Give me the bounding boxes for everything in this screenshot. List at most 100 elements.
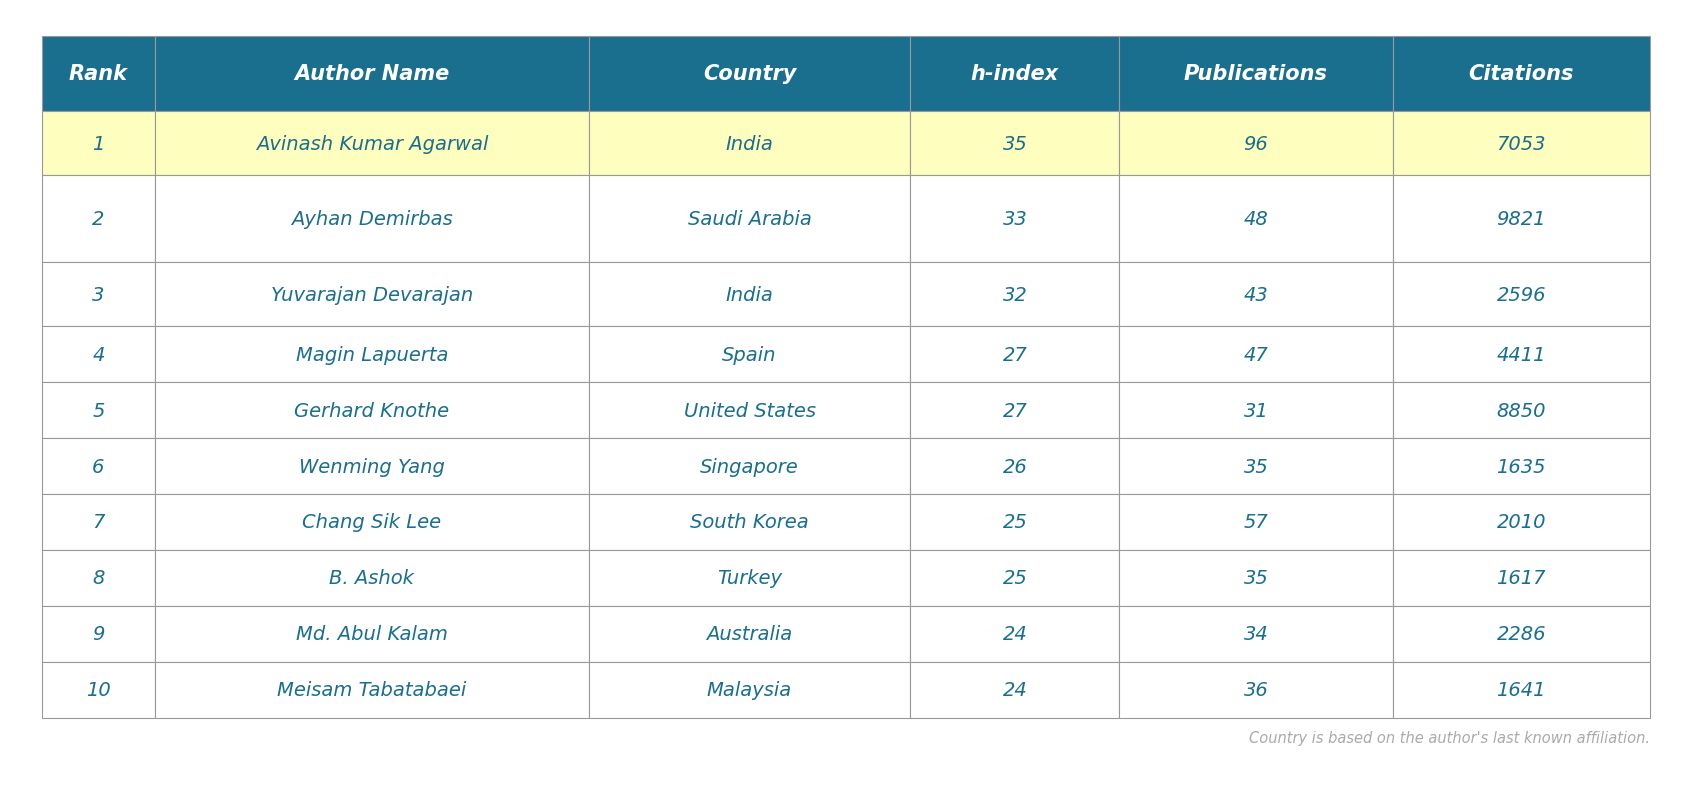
Text: 7: 7 [93,513,105,532]
Bar [42,606,155,662]
Bar [1393,263,1650,327]
Bar [1120,263,1393,327]
Bar [1120,662,1393,718]
Text: United States: United States [683,401,815,420]
Text: Avinash Kumar Agarwal: Avinash Kumar Agarwal [255,135,488,153]
Text: 6: 6 [93,457,105,476]
Text: Wenming Yang: Wenming Yang [299,457,445,476]
Text: Gerhard Knothe: Gerhard Knothe [294,401,449,420]
Text: 8: 8 [93,569,105,588]
Text: 24: 24 [1002,680,1027,699]
Text: 2: 2 [93,210,105,229]
Text: Yuvarajan Devarajan: Yuvarajan Devarajan [270,285,472,304]
Bar [1120,176,1393,263]
Text: Publications: Publications [1184,64,1328,84]
Bar [1120,383,1393,439]
Bar [1393,327,1650,383]
Bar [1120,112,1393,176]
Bar [42,550,155,606]
Bar [1393,112,1650,176]
Bar [1120,36,1393,112]
Text: 35: 35 [1002,135,1027,153]
Bar [911,112,1120,176]
Bar [911,383,1120,439]
Text: 34: 34 [1243,624,1269,643]
Bar [155,112,589,176]
Bar [911,550,1120,606]
Bar [155,383,589,439]
Text: Australia: Australia [707,624,793,643]
Text: B. Ashok: B. Ashok [329,569,415,588]
Bar [42,662,155,718]
Bar [911,176,1120,263]
Text: Citations: Citations [1469,64,1574,84]
Bar [155,439,589,495]
Bar [589,662,911,718]
Text: 26: 26 [1002,457,1027,476]
Text: 25: 25 [1002,513,1027,532]
Bar [911,263,1120,327]
Bar [1393,383,1650,439]
Text: 27: 27 [1002,345,1027,364]
Bar [155,176,589,263]
Text: Spain: Spain [722,345,776,364]
Bar [911,36,1120,112]
Bar [1120,550,1393,606]
Bar [589,383,911,439]
Bar [155,662,589,718]
Text: 1: 1 [93,135,105,153]
Text: Singapore: Singapore [700,457,800,476]
Text: 32: 32 [1002,285,1027,304]
Text: Turkey: Turkey [717,569,783,588]
Bar [1393,176,1650,263]
Text: 4411: 4411 [1496,345,1545,364]
Text: 10: 10 [86,680,111,699]
Bar [42,383,155,439]
Bar [589,112,911,176]
Text: Saudi Arabia: Saudi Arabia [688,210,811,229]
Text: India: India [725,135,774,153]
Text: 4: 4 [93,345,105,364]
Bar [589,495,911,550]
Text: India: India [725,285,774,304]
Text: 24: 24 [1002,624,1027,643]
Text: Magin Lapuerta: Magin Lapuerta [295,345,449,364]
Bar [1120,606,1393,662]
Bar [42,176,155,263]
Text: 8850: 8850 [1496,401,1545,420]
Bar [42,36,155,112]
Bar [589,439,911,495]
Text: 47: 47 [1243,345,1269,364]
Text: 27: 27 [1002,401,1027,420]
Text: 25: 25 [1002,569,1027,588]
Text: 1641: 1641 [1496,680,1545,699]
Text: 9821: 9821 [1496,210,1545,229]
Text: 33: 33 [1002,210,1027,229]
Text: Country is based on the author's last known affiliation.: Country is based on the author's last kn… [1248,730,1650,744]
Bar [589,606,911,662]
Bar [589,176,911,263]
Bar [42,112,155,176]
Bar [1393,550,1650,606]
Text: 57: 57 [1243,513,1269,532]
Text: 43: 43 [1243,285,1269,304]
Bar [1120,327,1393,383]
Bar [589,36,911,112]
Bar [911,495,1120,550]
Bar [1120,495,1393,550]
Bar [589,550,911,606]
Bar [911,327,1120,383]
Bar [42,495,155,550]
Text: 9: 9 [93,624,105,643]
Text: 5: 5 [93,401,105,420]
Text: 1635: 1635 [1496,457,1545,476]
Bar [42,439,155,495]
Text: 2286: 2286 [1496,624,1545,643]
Bar [1393,662,1650,718]
Text: Meisam Tabatabaei: Meisam Tabatabaei [277,680,466,699]
Bar [1393,495,1650,550]
Bar [42,263,155,327]
Bar [155,495,589,550]
Text: Ayhan Demirbas: Ayhan Demirbas [290,210,452,229]
Text: Chang Sik Lee: Chang Sik Lee [302,513,442,532]
